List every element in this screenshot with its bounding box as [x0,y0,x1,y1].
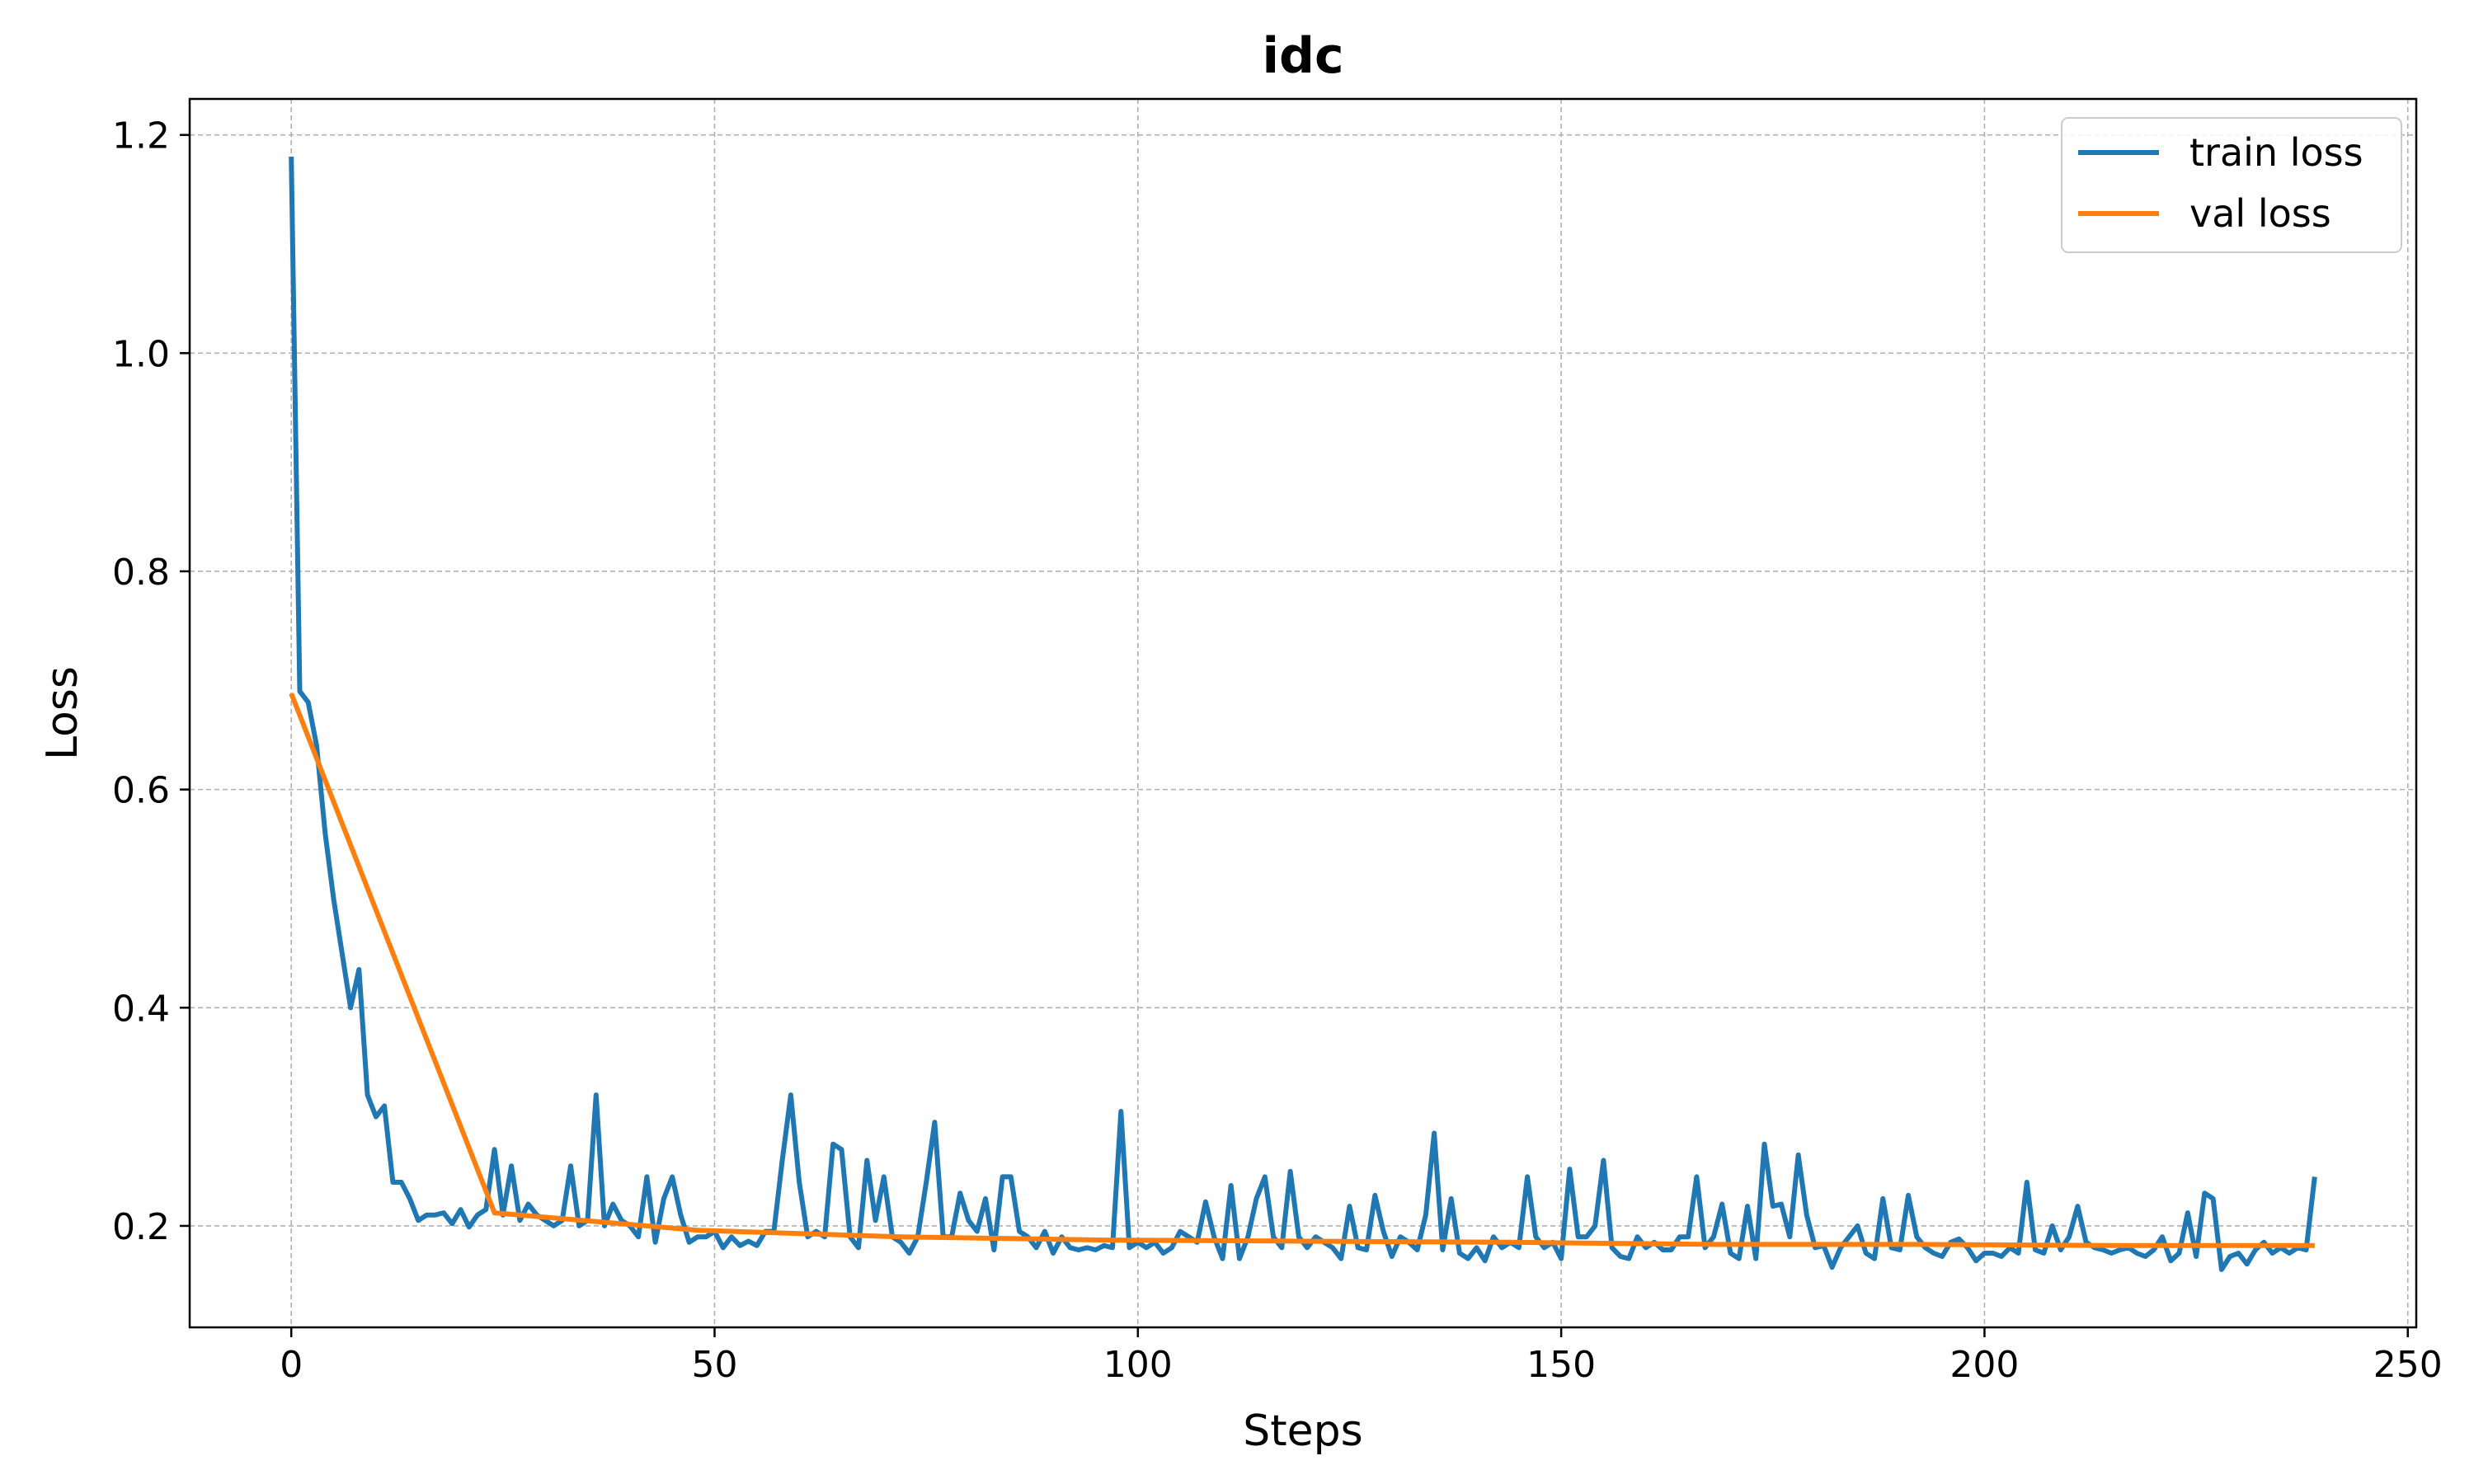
x-axis-label: Steps [1243,1407,1363,1456]
legend: train loss val loss [2061,117,2402,253]
x-tick-label: 100 [1103,1344,1173,1386]
y-tick-label: 1.0 [112,333,170,375]
y-tick-label: 0.4 [112,988,170,1030]
legend-label-1: val loss [2189,191,2331,236]
series-line-1 [289,693,2315,1248]
x-tick-label: 200 [1950,1344,2019,1386]
y-tick-label: 0.6 [112,770,170,812]
plot-frame [188,97,2418,1329]
y-tick-label: 1.2 [112,115,170,157]
y-axis-label: Loss [38,666,87,760]
grid-lines [190,99,2416,1327]
legend-label-0: train loss [2189,130,2363,175]
series-lines [289,157,2317,1272]
x-tick-label: 0 [280,1344,303,1386]
x-tick-label: 150 [1526,1344,1596,1386]
x-tick-label: 250 [2373,1344,2443,1386]
y-tick-label: 0.2 [112,1206,170,1248]
chart-title: idc [1262,27,1343,85]
x-tick-label: 50 [692,1344,738,1386]
y-tick-label: 0.8 [112,552,170,594]
axis-ticks: 0 50 100 150 200 250 0.2 0.4 0.6 0.8 1.0 1.2 [112,115,2443,1386]
